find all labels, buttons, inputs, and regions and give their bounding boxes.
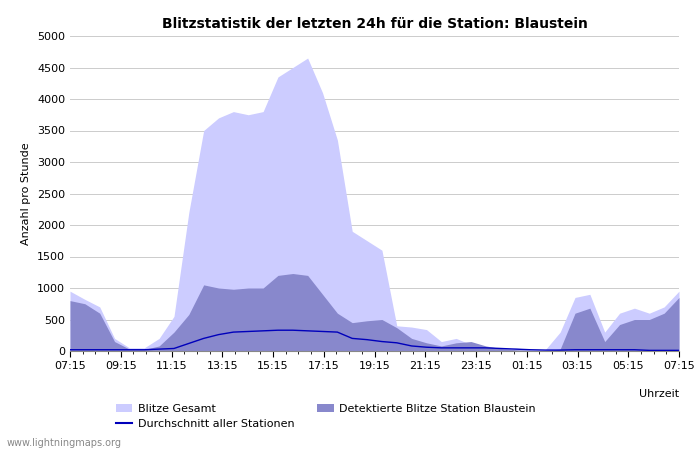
- Y-axis label: Anzahl pro Stunde: Anzahl pro Stunde: [22, 142, 32, 245]
- Text: www.lightningmaps.org: www.lightningmaps.org: [7, 438, 122, 448]
- Title: Blitzstatistik der letzten 24h für die Station: Blaustein: Blitzstatistik der letzten 24h für die S…: [162, 17, 587, 31]
- Text: Uhrzeit: Uhrzeit: [639, 389, 679, 399]
- Legend: Blitze Gesamt, Durchschnitt aller Stationen, Detektierte Blitze Station Blaustei: Blitze Gesamt, Durchschnitt aller Statio…: [116, 404, 536, 429]
